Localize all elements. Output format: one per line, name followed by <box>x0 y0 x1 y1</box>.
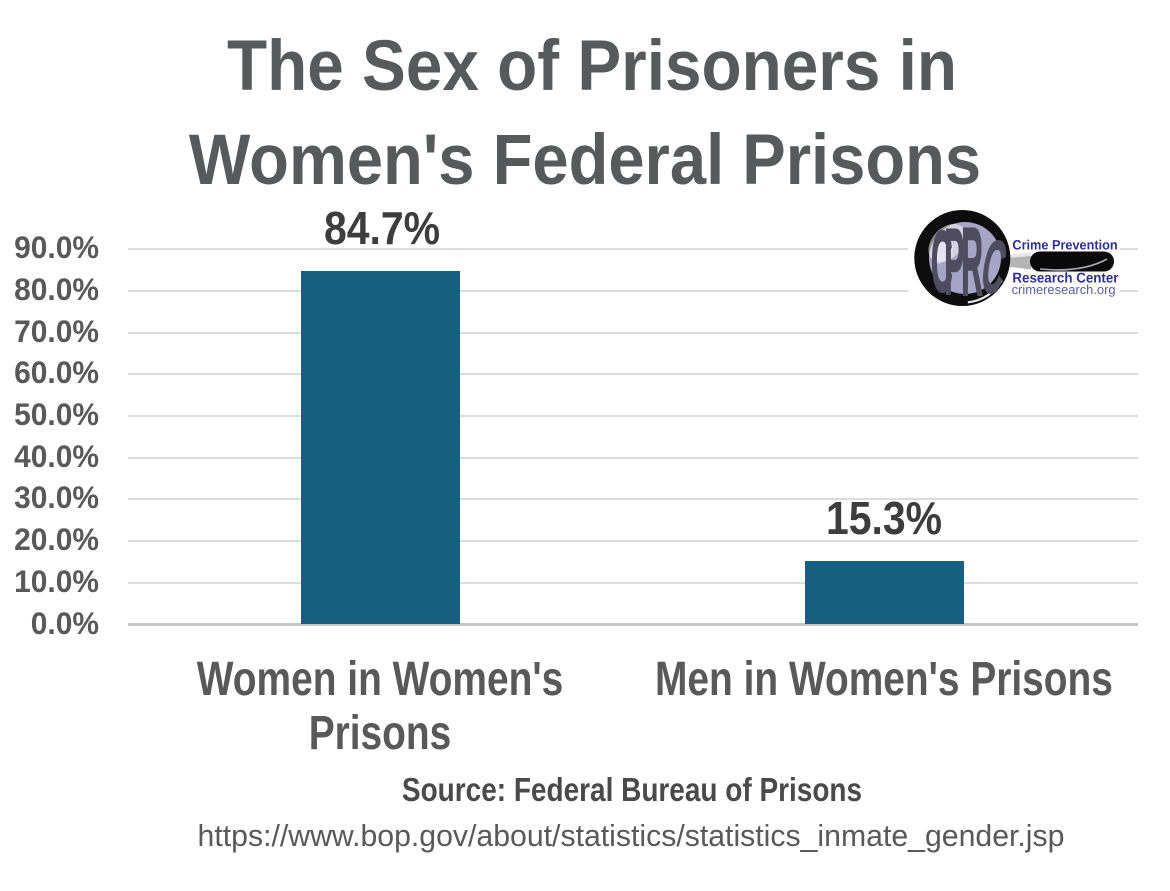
svg-text:Research Center: Research Center <box>1012 270 1119 286</box>
svg-text:crimeresearch.org: crimeresearch.org <box>1012 282 1116 297</box>
svg-text:C: C <box>931 216 953 312</box>
svg-text:P: P <box>944 212 964 315</box>
svg-text:R: R <box>961 211 983 317</box>
svg-text:Crime Prevention: Crime Prevention <box>1012 238 1117 253</box>
